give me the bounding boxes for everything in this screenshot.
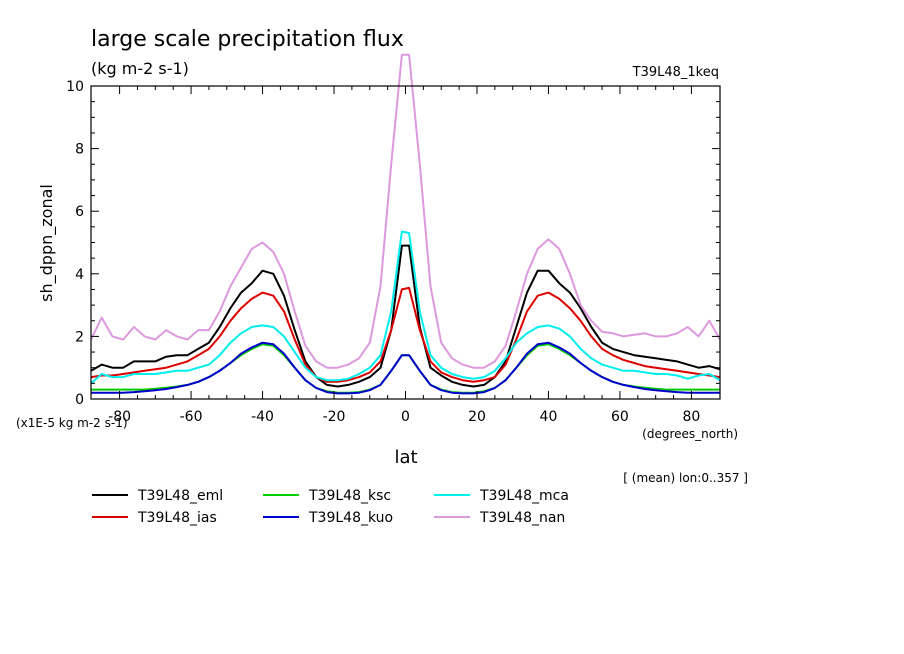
x-tick-label: -20: [323, 409, 346, 425]
legend-label: T39L48_nan: [479, 510, 565, 526]
series-line-T39L48_kuo: [91, 341, 720, 395]
series-layer: [91, 53, 720, 395]
units-label: (kg m-2 s-1): [91, 59, 189, 78]
y-tick-label: 10: [66, 79, 84, 95]
x-tick-label: 40: [540, 409, 558, 425]
series-line-T39L48_ias: [91, 286, 720, 383]
x-tick-label: -80: [108, 409, 131, 425]
y-tick-label: 4: [75, 267, 84, 283]
legend-label: T39L48_ias: [137, 510, 217, 526]
x-axis-label: lat: [394, 447, 417, 468]
y-tick-label: 2: [75, 329, 84, 345]
legend-label: T39L48_ksc: [308, 488, 391, 504]
series-line-T39L48_mca: [91, 230, 720, 385]
x-tick-label: -40: [251, 409, 274, 425]
y-tick-label: 8: [75, 142, 84, 158]
experiment-label: T39L48_1keq: [632, 65, 719, 80]
mean-label: [ (mean) lon:0..357 ]: [623, 471, 748, 485]
series-line-T39L48_nan: [91, 53, 720, 369]
x-tick-label: 20: [468, 409, 486, 425]
legend-label: T39L48_kuo: [308, 510, 393, 526]
x-units-label: (degrees_north): [642, 427, 738, 441]
legend: T39L48_eml T39L48_ias T39L48_ksc T39L48_kuo…: [92, 488, 569, 526]
y-tick-label: 0: [75, 392, 84, 408]
legend-label: T39L48_mca: [479, 488, 569, 504]
x-tick-label: -60: [180, 409, 203, 425]
x-tick-label: 0: [401, 409, 410, 425]
chart-title: large scale precipitation flux: [91, 27, 404, 52]
legend-label: T39L48_eml: [137, 488, 223, 504]
x-tick-label: 60: [611, 409, 629, 425]
x-tick-label: 80: [682, 409, 700, 425]
axis-ticks: -80 -60 -40 -20 0 20 40 60 80 0 2 4 6 8 10: [66, 79, 720, 425]
y-tick-label: 6: [75, 204, 84, 220]
series-line-T39L48_eml: [91, 244, 720, 388]
scale-label: (x1E-5 kg m-2 s-1): [16, 416, 128, 430]
y-axis-label: sh_dppn_zonal: [37, 184, 57, 302]
